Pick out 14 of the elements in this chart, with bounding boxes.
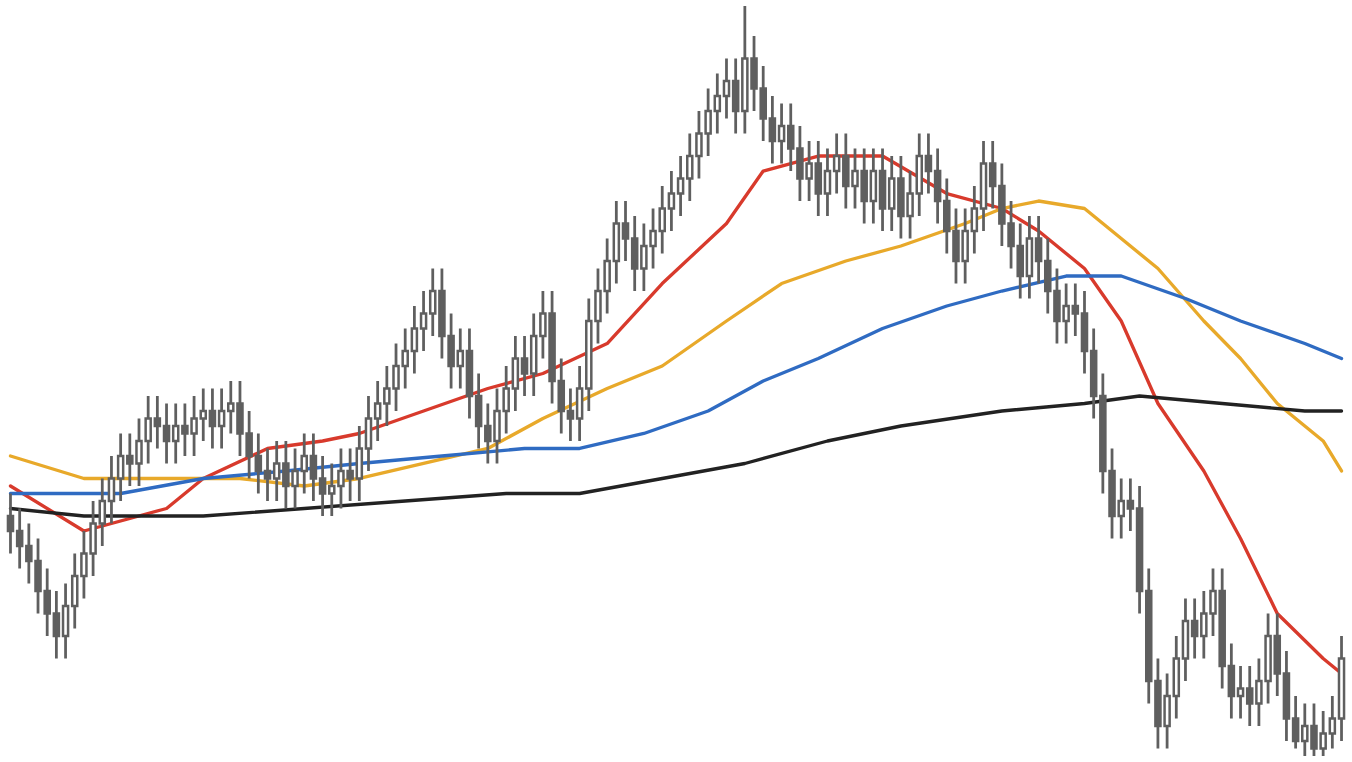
candlestick <box>878 147 887 233</box>
candlestick <box>107 454 116 525</box>
candlestick <box>162 402 171 465</box>
candlestick <box>465 327 474 420</box>
candlestick <box>263 447 272 503</box>
candlestick <box>1236 664 1245 720</box>
candlestick <box>6 492 15 555</box>
candlestick <box>823 147 832 218</box>
candlestick <box>1337 634 1346 743</box>
candlestick <box>621 199 630 263</box>
candlestick <box>520 334 529 398</box>
candlestick <box>722 57 731 120</box>
candlestick <box>979 139 988 233</box>
candlestick <box>364 394 373 473</box>
